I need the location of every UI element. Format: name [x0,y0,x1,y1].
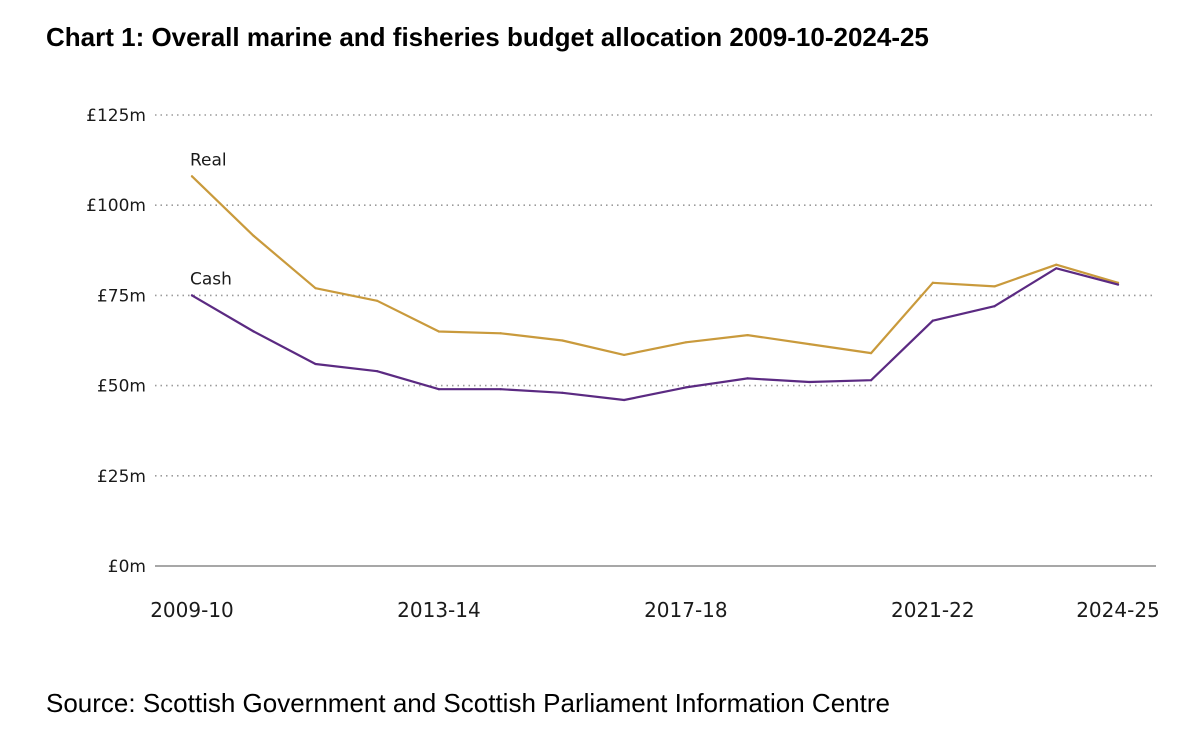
data-point-real [869,352,873,355]
data-point-real [808,343,811,346]
data-point-cash [499,388,502,391]
data-point-real [190,175,194,178]
x-tick-label: 2009-10 [150,598,234,622]
series-line-real [190,175,1120,356]
y-tick-label: £0m [108,557,146,577]
gridlines [155,114,1156,477]
data-point-cash [746,377,749,380]
x-tick-label: 2024-25 [1076,598,1160,622]
data-point-cash [1116,283,1120,286]
data-point-cash [684,386,687,389]
data-point-cash [869,379,873,382]
data-point-cash [437,388,441,391]
series-label-cash: Cash [190,269,232,289]
data-point-real [376,299,379,302]
data-point-cash [190,294,194,297]
data-point-cash [376,370,379,373]
data-point-cash [931,319,934,322]
chart-title: Chart 1: Overall marine and fisheries bu… [46,22,929,52]
data-point-real [684,341,687,344]
series-label-real: Real [190,150,227,170]
y-tick-label: £75m [97,286,146,306]
data-point-real [931,281,934,284]
data-point-real [623,353,626,357]
data-point-cash [1055,267,1058,270]
y-tick-label: £25m [97,467,146,487]
data-point-cash [561,391,564,394]
x-tick-label: 2021-22 [891,598,975,622]
x-tick-label: 2013-14 [397,598,481,622]
y-tick-label: £100m [86,196,146,216]
data-point-real [746,333,749,337]
data-point-real [993,285,996,288]
data-point-real [499,332,502,335]
data-point-cash [993,305,996,308]
data-point-cash [808,380,811,384]
data-point-real [252,234,255,237]
data-point-real [561,339,564,342]
data-point-cash [623,398,626,402]
data-point-cash [314,362,317,366]
y-tick-label: £50m [97,377,146,397]
x-tick-label: 2017-18 [644,598,728,622]
data-point-cash [252,330,255,333]
series-lines [190,175,1120,402]
series-line-cash [190,267,1120,402]
y-tick-label: £125m [86,106,146,126]
data-point-real [1055,263,1058,266]
data-point-real [437,330,441,333]
data-point-real [314,287,317,290]
source-note: Source: Scottish Government and Scottish… [46,688,890,718]
labels: £0m £25m £50m £75m £100m £125m 2009-10 2013-14 2… [86,106,1160,622]
